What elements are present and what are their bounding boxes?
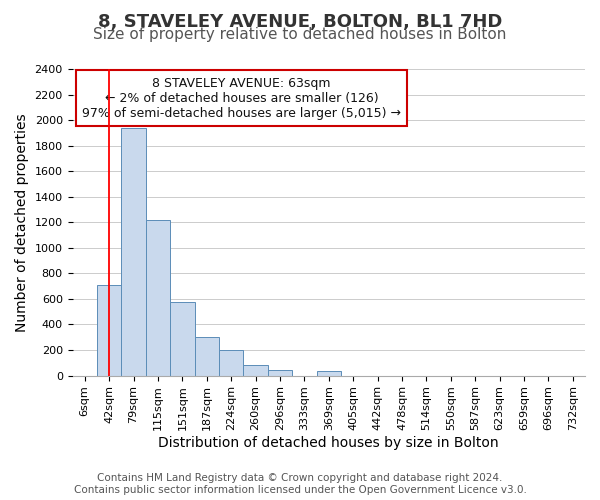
Y-axis label: Number of detached properties: Number of detached properties bbox=[15, 113, 29, 332]
Bar bbox=[244, 366, 268, 376]
Text: 8, STAVELEY AVENUE, BOLTON, BL1 7HD: 8, STAVELEY AVENUE, BOLTON, BL1 7HD bbox=[98, 12, 502, 30]
Bar bbox=[97, 285, 121, 376]
Bar bbox=[268, 370, 292, 376]
Text: Size of property relative to detached houses in Bolton: Size of property relative to detached ho… bbox=[94, 28, 506, 42]
X-axis label: Distribution of detached houses by size in Bolton: Distribution of detached houses by size … bbox=[158, 436, 499, 450]
Text: Contains HM Land Registry data © Crown copyright and database right 2024.
Contai: Contains HM Land Registry data © Crown c… bbox=[74, 474, 526, 495]
Bar bbox=[170, 302, 194, 376]
Text: 8 STAVELEY AVENUE: 63sqm
← 2% of detached houses are smaller (126)
97% of semi-d: 8 STAVELEY AVENUE: 63sqm ← 2% of detache… bbox=[82, 76, 401, 120]
Bar bbox=[317, 371, 341, 376]
Bar bbox=[219, 350, 244, 376]
Bar bbox=[121, 128, 146, 376]
Bar bbox=[194, 338, 219, 376]
Bar bbox=[146, 220, 170, 376]
